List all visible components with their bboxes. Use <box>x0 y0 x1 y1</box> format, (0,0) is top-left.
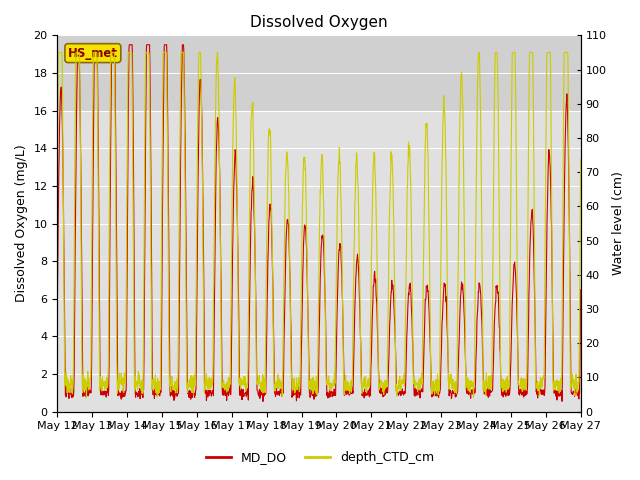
Y-axis label: Water level (cm): Water level (cm) <box>612 171 625 276</box>
Legend: MD_DO, depth_CTD_cm: MD_DO, depth_CTD_cm <box>200 446 440 469</box>
Title: Dissolved Oxygen: Dissolved Oxygen <box>250 15 388 30</box>
Y-axis label: Dissolved Oxygen (mg/L): Dissolved Oxygen (mg/L) <box>15 144 28 302</box>
Text: HS_met: HS_met <box>68 47 118 60</box>
Bar <box>58 36 580 110</box>
